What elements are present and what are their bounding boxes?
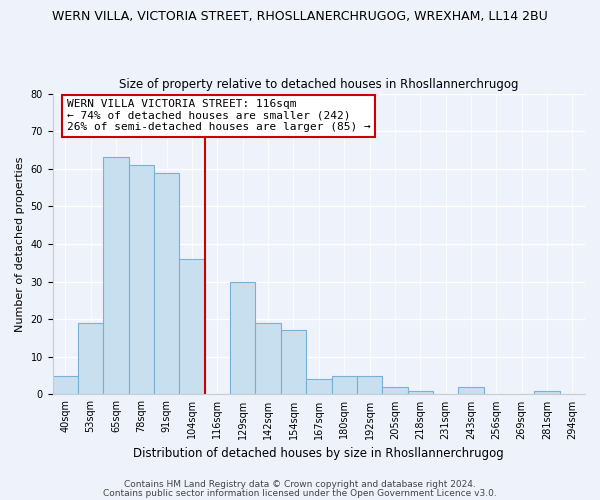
Bar — [103, 158, 129, 394]
Bar — [281, 330, 306, 394]
Title: Size of property relative to detached houses in Rhosllannerchrugog: Size of property relative to detached ho… — [119, 78, 518, 91]
Bar — [332, 376, 357, 394]
Text: WERN VILLA, VICTORIA STREET, RHOSLLANERCHRUGOG, WREXHAM, LL14 2BU: WERN VILLA, VICTORIA STREET, RHOSLLANERC… — [52, 10, 548, 23]
Bar — [129, 165, 154, 394]
Bar — [382, 387, 407, 394]
Bar — [357, 376, 382, 394]
Bar — [179, 259, 205, 394]
X-axis label: Distribution of detached houses by size in Rhosllannerchrugog: Distribution of detached houses by size … — [133, 447, 504, 460]
Bar — [535, 390, 560, 394]
Bar — [306, 380, 332, 394]
Bar — [458, 387, 484, 394]
Bar — [256, 323, 281, 394]
Bar — [230, 282, 256, 395]
Bar — [407, 390, 433, 394]
Bar — [154, 172, 179, 394]
Text: Contains HM Land Registry data © Crown copyright and database right 2024.: Contains HM Land Registry data © Crown c… — [124, 480, 476, 489]
Text: Contains public sector information licensed under the Open Government Licence v3: Contains public sector information licen… — [103, 488, 497, 498]
Bar — [78, 323, 103, 394]
Bar — [53, 376, 78, 394]
Y-axis label: Number of detached properties: Number of detached properties — [15, 156, 25, 332]
Text: WERN VILLA VICTORIA STREET: 116sqm
← 74% of detached houses are smaller (242)
26: WERN VILLA VICTORIA STREET: 116sqm ← 74%… — [67, 99, 370, 132]
